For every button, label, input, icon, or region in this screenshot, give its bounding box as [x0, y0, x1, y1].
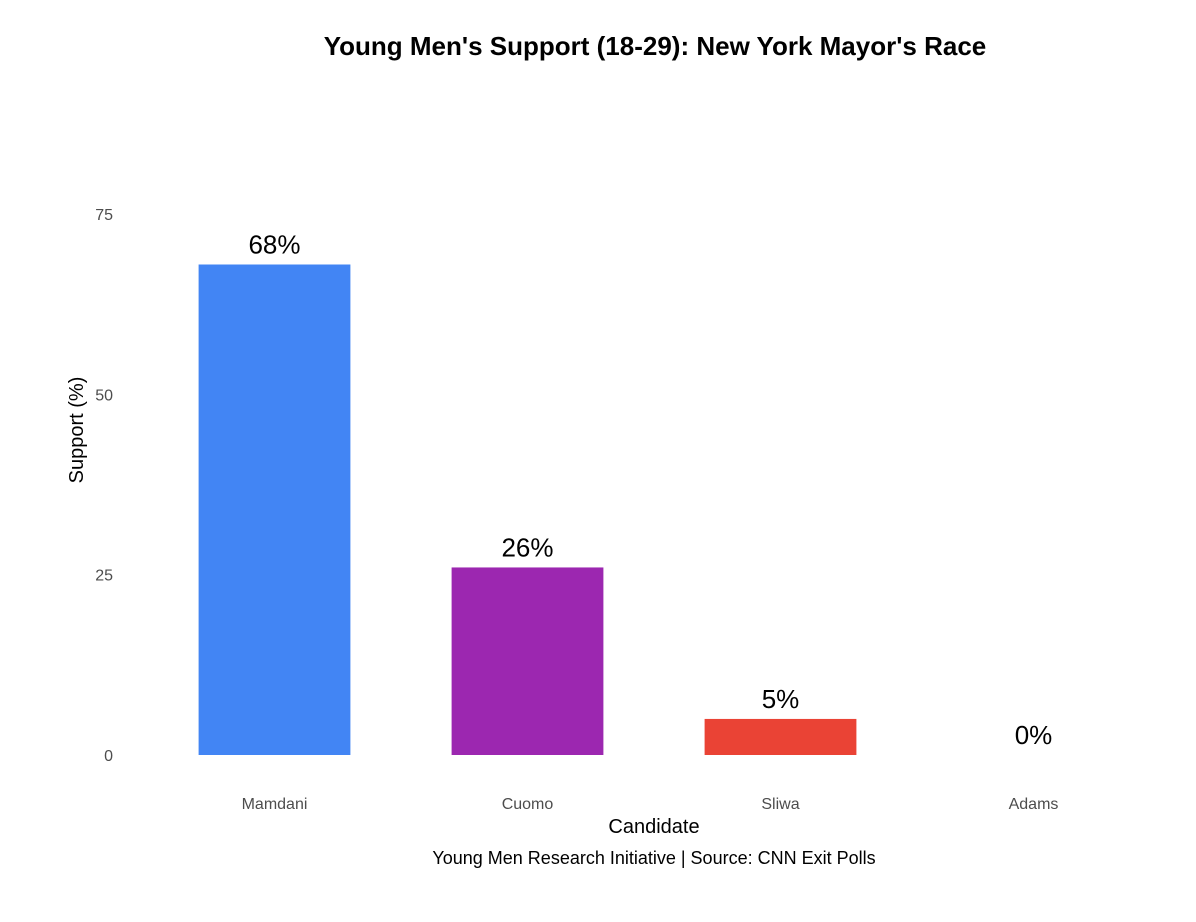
- y-tick-label: 50: [95, 387, 113, 404]
- y-tick-label: 0: [104, 748, 113, 765]
- x-tick-label: Mamdani: [242, 796, 308, 813]
- data-label-adams: 0%: [1015, 720, 1053, 750]
- bar-cuomo: [451, 567, 604, 755]
- data-label-cuomo: 26%: [501, 532, 553, 562]
- bar-mamdani: [198, 264, 351, 755]
- data-labels: 68% 26% 5% 0%: [248, 229, 1052, 750]
- y-axis: 0 25 50 75: [95, 207, 113, 765]
- data-label-mamdani: 68%: [248, 229, 300, 259]
- x-axis: Mamdani Cuomo Sliwa Adams: [242, 796, 1059, 813]
- chart-title: Young Men's Support (18-29): New York Ma…: [324, 31, 987, 61]
- y-tick-label: 25: [95, 568, 113, 585]
- y-tick-label: 75: [95, 207, 113, 224]
- x-tick-label: Sliwa: [761, 796, 799, 813]
- chart-caption: Young Men Research Initiative | Source: …: [432, 848, 875, 868]
- x-axis-title: Candidate: [608, 816, 699, 838]
- y-axis-title: Support (%): [66, 377, 88, 484]
- x-tick-label: Cuomo: [502, 796, 554, 813]
- data-label-sliwa: 5%: [762, 684, 800, 714]
- x-tick-label: Adams: [1009, 796, 1059, 813]
- bar-sliwa: [704, 718, 857, 755]
- bars: [198, 264, 857, 755]
